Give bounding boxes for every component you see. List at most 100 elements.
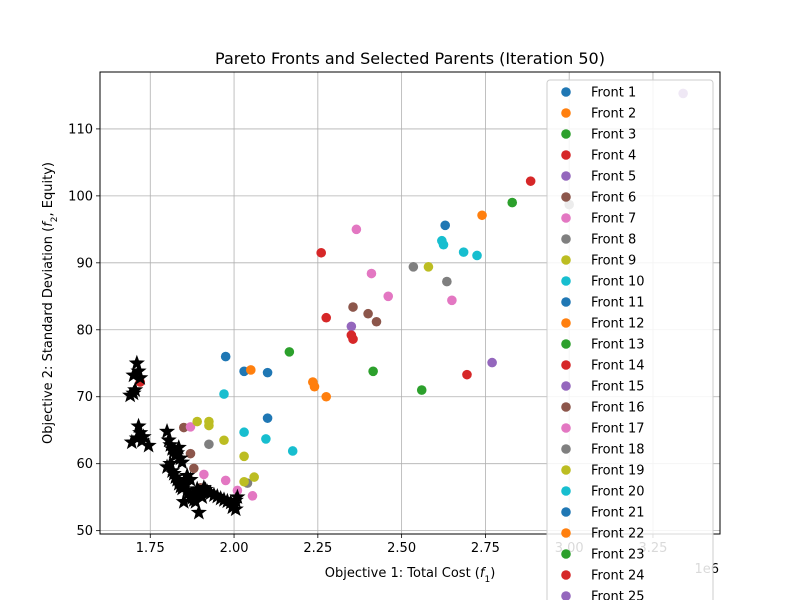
selected-parent-star xyxy=(224,498,241,515)
data-point xyxy=(219,435,229,446)
data-point xyxy=(204,439,214,450)
data-point xyxy=(408,262,419,272)
data-point xyxy=(219,389,229,399)
selected-parent-star xyxy=(177,476,194,492)
data-point xyxy=(262,413,273,423)
y-axis-label: Objective 2: Standard Deviation (f2, Equ… xyxy=(41,162,60,444)
selected-parent-star xyxy=(190,504,207,520)
legend-entry: Front 9 xyxy=(591,254,636,269)
legend-entry: Front 22 xyxy=(591,527,645,542)
legend-marker xyxy=(561,171,571,181)
y-tick-label: 100 xyxy=(68,189,93,204)
selected-parent-star xyxy=(229,488,246,505)
legend-marker xyxy=(561,486,571,496)
selected-parents-points xyxy=(122,354,246,520)
data-point xyxy=(363,308,373,319)
legend-entry: Front 10 xyxy=(591,275,645,290)
selected-parent-star xyxy=(222,494,239,510)
selected-parent-star xyxy=(130,417,147,434)
data-point xyxy=(346,330,357,340)
data-point xyxy=(438,239,449,250)
data-point xyxy=(447,295,457,306)
legend-marker xyxy=(561,129,571,139)
selected-parent-star xyxy=(227,500,244,517)
legend-marker xyxy=(561,318,571,328)
legend-entry: Front 15 xyxy=(591,380,645,395)
data-point xyxy=(525,176,536,186)
data-point xyxy=(416,385,427,395)
data-point xyxy=(440,220,450,231)
y-tick-label: 70 xyxy=(76,390,93,405)
legend-marker xyxy=(561,570,571,580)
legend-entry: Front 8 xyxy=(591,233,636,248)
legend-entry: Front 21 xyxy=(591,506,645,521)
selected-parent-star xyxy=(187,493,204,509)
legend-entry: Front 18 xyxy=(591,443,645,458)
selected-parent-star xyxy=(125,366,142,383)
data-point xyxy=(192,416,202,427)
selected-parent-star xyxy=(132,369,149,385)
y-tick-label: 110 xyxy=(68,122,93,137)
selected-parent-star xyxy=(194,488,211,505)
selected-parent-star xyxy=(123,433,140,450)
selected-parent-star xyxy=(158,458,176,474)
legend-entry: Front 1 xyxy=(591,86,636,101)
x-tick-label: 2.75 xyxy=(471,541,500,556)
selected-parent-star xyxy=(130,362,147,379)
data-point xyxy=(261,434,271,444)
legend-box xyxy=(546,79,714,600)
data-point xyxy=(239,476,249,487)
legend-entry: Front 6 xyxy=(591,191,636,206)
data-point xyxy=(239,427,249,438)
legend-marker xyxy=(561,339,571,349)
legend-marker xyxy=(561,528,571,538)
data-point xyxy=(423,262,434,272)
data-point xyxy=(346,321,357,332)
data-point xyxy=(284,347,295,357)
y-axis-ticks: 50 60 70 80 90 100 110 xyxy=(68,122,100,539)
data-point xyxy=(185,448,196,459)
selected-parent-star xyxy=(170,439,187,455)
data-point xyxy=(189,463,199,474)
legend-marker xyxy=(561,423,571,433)
data-points xyxy=(135,88,688,501)
legend-marker xyxy=(561,150,571,160)
x-axis-label: Objective 1: Total Cost (f1) xyxy=(325,566,496,585)
data-point xyxy=(487,357,497,368)
legend-entry: Front 3 xyxy=(591,128,636,143)
data-point xyxy=(321,312,332,323)
selected-parent-star xyxy=(174,453,191,470)
data-point xyxy=(383,291,394,302)
legend-entry: Front 11 xyxy=(591,296,645,311)
legend-marker xyxy=(561,507,571,517)
legend-entry: Front 7 xyxy=(591,212,636,227)
legend-entry: Front 24 xyxy=(591,569,645,584)
legend-marker xyxy=(561,360,571,370)
data-point xyxy=(458,247,469,257)
data-point xyxy=(472,250,482,261)
selected-parent-star xyxy=(175,493,192,509)
legend-entry: Front 13 xyxy=(591,338,645,353)
selected-parent-star xyxy=(128,429,145,446)
data-point xyxy=(321,391,332,402)
data-point xyxy=(220,475,231,486)
y-tick-label: 90 xyxy=(76,256,93,271)
legend-marker xyxy=(561,87,571,97)
data-point xyxy=(442,276,452,287)
legend-marker xyxy=(561,234,571,244)
legend-marker xyxy=(561,591,571,600)
legend-entry: Front 5 xyxy=(591,170,636,185)
selected-parent-star xyxy=(135,428,152,444)
data-point xyxy=(308,377,318,387)
data-point xyxy=(246,365,256,375)
selected-parent-star xyxy=(132,424,149,440)
legend-entry: Front 17 xyxy=(591,422,645,437)
data-point xyxy=(351,224,362,235)
data-point xyxy=(249,472,259,482)
data-point xyxy=(348,302,358,312)
data-point xyxy=(204,420,214,431)
selected-parent-star xyxy=(140,437,157,453)
data-point xyxy=(220,351,231,362)
x-tick-label: 2.25 xyxy=(303,541,332,556)
